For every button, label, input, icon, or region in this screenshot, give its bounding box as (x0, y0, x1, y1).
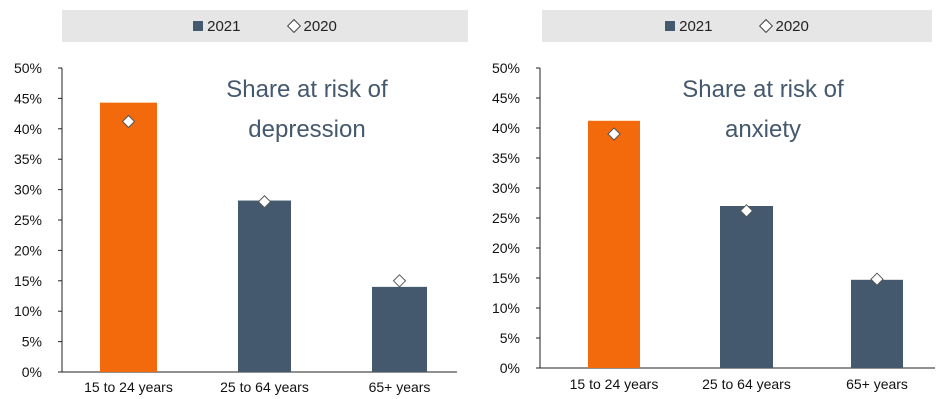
y-tick-label: 25% (492, 210, 520, 226)
chart-depression: 0% 5% 10% 15% 20% 25% 30% 35% 40% 45% 50% 15 to 24 … (0, 0, 470, 399)
diamond-2020 (394, 275, 406, 287)
bar-2021 (100, 103, 157, 372)
chart-title-line: anxiety (725, 116, 801, 143)
x-tick-label: 15 to 24 years (84, 379, 173, 395)
x-tick-label: 15 to 24 years (570, 376, 659, 392)
y-tick-label: 40% (492, 120, 520, 136)
x-tick-label: 25 to 64 years (702, 376, 791, 392)
y-tick-label: 50% (14, 60, 42, 76)
bar-2021 (588, 121, 640, 368)
y-tick-label: 45% (14, 90, 42, 106)
chart-title-line: depression (248, 116, 365, 143)
chart-title-line: Share at risk of (682, 76, 844, 103)
bar-2021 (851, 280, 903, 368)
chart-anxiety: 0% 5% 10% 15% 20% 25% 30% 35% 40% 45% 50% 15 to 24 … (470, 0, 936, 399)
y-tick-label: 30% (492, 180, 520, 196)
y-tick-label: 10% (14, 303, 42, 319)
y-tick-label: 20% (14, 242, 42, 258)
x-tick-label: 65+ years (369, 379, 431, 395)
y-tick-label: 15% (492, 270, 520, 286)
x-tick-label: 65+ years (846, 376, 908, 392)
bar-2021 (238, 201, 291, 372)
y-tick-label: 0% (22, 364, 42, 380)
bar-2021 (720, 206, 773, 368)
y-tick-label: 10% (492, 300, 520, 316)
bar-2021 (372, 287, 427, 372)
chart-panel-anxiety: 2021 2020 0% 5% 10% 15% 20% 25% 30% 35% 40% 45% 50… (470, 0, 936, 399)
y-tick-label: 0% (500, 360, 520, 376)
y-tick-label: 45% (492, 90, 520, 106)
y-tick-label: 40% (14, 121, 42, 137)
y-tick-label: 5% (500, 330, 520, 346)
chart-title-line: Share at risk of (226, 76, 388, 103)
y-tick-label: 35% (14, 151, 42, 167)
y-tick-label: 30% (14, 182, 42, 198)
y-tick-label: 5% (22, 334, 42, 350)
chart-panel-depression: 2021 2020 0% 5% 10% 15% 20% 25% 30% 35% 40% 45% 50… (0, 0, 470, 399)
y-tick-label: 35% (492, 150, 520, 166)
y-tick-label: 50% (492, 60, 520, 76)
x-tick-label: 25 to 64 years (220, 379, 309, 395)
y-tick-label: 25% (14, 212, 42, 228)
y-tick-label: 15% (14, 273, 42, 289)
y-tick-label: 20% (492, 240, 520, 256)
